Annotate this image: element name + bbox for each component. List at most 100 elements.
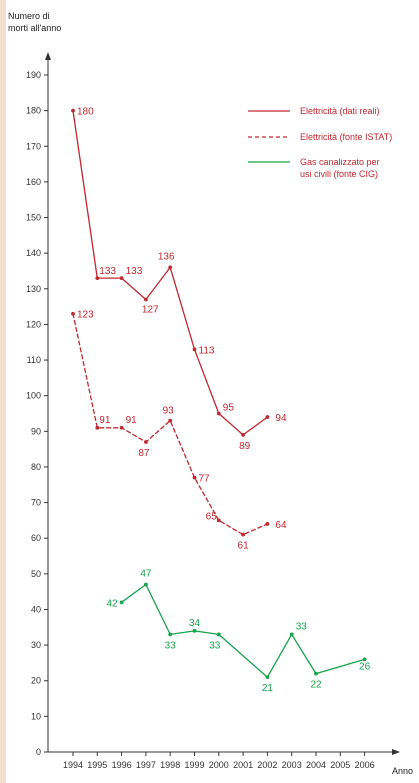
data-label-series-2: 91 bbox=[126, 415, 138, 426]
y-tick-label: 150 bbox=[26, 213, 41, 223]
y-axis-arrow-icon bbox=[45, 52, 51, 60]
data-label-series-2: 93 bbox=[163, 406, 175, 417]
data-point-series-3 bbox=[362, 657, 367, 662]
x-tick-label: 2004 bbox=[306, 760, 326, 770]
data-label-series-1: 180 bbox=[77, 107, 94, 118]
data-point-series-1 bbox=[168, 265, 173, 270]
y-axis-title-line: Numero di bbox=[8, 11, 50, 21]
y-tick-label: 140 bbox=[26, 248, 41, 258]
x-tick-label: 1997 bbox=[136, 760, 156, 770]
data-label-series-2: 64 bbox=[275, 520, 287, 531]
data-label-series-3: 21 bbox=[262, 683, 274, 694]
data-point-series-3 bbox=[119, 600, 124, 605]
data-point-series-1 bbox=[119, 276, 124, 280]
data-label-series-3: 42 bbox=[106, 598, 118, 609]
x-tick-label: 1999 bbox=[184, 760, 204, 770]
data-point-series-1 bbox=[95, 276, 100, 280]
data-point-series-1 bbox=[192, 347, 197, 352]
x-axis-title: Anno bbox=[392, 766, 413, 776]
data-point-series-2 bbox=[168, 418, 173, 423]
data-label-series-3: 22 bbox=[310, 680, 322, 691]
y-tick-label: 50 bbox=[31, 569, 41, 579]
data-label-series-1: 89 bbox=[239, 441, 251, 452]
data-point-series-1 bbox=[144, 297, 148, 302]
data-point-series-1 bbox=[241, 432, 246, 437]
y-tick-label: 10 bbox=[31, 711, 41, 721]
data-point-series-3 bbox=[168, 632, 173, 637]
y-tick-label: 40 bbox=[31, 604, 41, 614]
x-tick-label: 2006 bbox=[355, 760, 375, 770]
data-label-series-3: 34 bbox=[189, 618, 201, 629]
data-label-series-3: 47 bbox=[140, 569, 152, 580]
legend-label-2: Elettricità (fonte ISTAT) bbox=[300, 132, 392, 142]
data-point-series-2 bbox=[95, 425, 100, 430]
x-tick-label: 2001 bbox=[233, 760, 253, 770]
y-tick-label: 180 bbox=[26, 106, 41, 116]
data-point-series-2 bbox=[119, 425, 124, 430]
data-label-series-3: 26 bbox=[359, 661, 371, 672]
data-point-series-2 bbox=[241, 532, 246, 537]
data-label-series-2: 123 bbox=[77, 310, 94, 321]
data-label-series-1: 136 bbox=[158, 251, 175, 262]
data-label-series-2: 87 bbox=[138, 448, 150, 459]
data-point-series-3 bbox=[289, 632, 294, 637]
legend-label-3: usi civili (fonte CIG) bbox=[300, 169, 378, 179]
x-tick-label: 2002 bbox=[257, 760, 277, 770]
data-point-series-3 bbox=[216, 632, 221, 637]
data-label-series-2: 77 bbox=[199, 474, 211, 485]
y-tick-label: 80 bbox=[31, 462, 41, 472]
series-line-2 bbox=[72, 313, 269, 536]
data-point-series-3 bbox=[265, 675, 270, 680]
data-point-series-1 bbox=[71, 108, 75, 113]
x-tick-label: 1998 bbox=[160, 760, 180, 770]
y-tick-label: 110 bbox=[27, 355, 41, 365]
data-label-series-1: 133 bbox=[126, 266, 143, 277]
y-tick-label: 160 bbox=[26, 177, 41, 187]
x-tick-label: 1996 bbox=[112, 760, 132, 770]
x-tick-label: 1994 bbox=[63, 760, 83, 770]
y-tick-label: 60 bbox=[31, 533, 41, 543]
data-label-series-2: 91 bbox=[99, 415, 111, 426]
y-axis-title-line: morti all'anno bbox=[8, 23, 61, 33]
x-tick-label: 2003 bbox=[282, 760, 302, 770]
data-label-series-3: 33 bbox=[209, 640, 221, 651]
y-tick-label: 120 bbox=[26, 319, 41, 329]
data-label-series-2: 61 bbox=[238, 541, 250, 552]
data-point-series-3 bbox=[144, 582, 148, 587]
x-tick-label: 1995 bbox=[87, 760, 107, 770]
series-line-3 bbox=[120, 583, 366, 678]
data-point-series-3 bbox=[192, 628, 197, 633]
y-tick-label: 90 bbox=[31, 426, 41, 436]
data-label-series-1: 133 bbox=[99, 266, 116, 277]
data-point-series-1 bbox=[216, 411, 221, 416]
legend-label-1: Elettricità (dati reali) bbox=[300, 106, 380, 116]
y-tick-label: 20 bbox=[31, 676, 41, 686]
data-label-series-2: 65 bbox=[206, 511, 218, 522]
x-tick-label: 2005 bbox=[330, 760, 350, 770]
data-point-series-1 bbox=[265, 415, 270, 419]
data-label-series-1: 113 bbox=[199, 345, 215, 356]
data-label-series-1: 127 bbox=[142, 304, 159, 315]
data-point-series-2 bbox=[144, 440, 148, 444]
data-point-series-3 bbox=[314, 671, 318, 676]
y-tick-label: 170 bbox=[26, 141, 41, 151]
y-tick-label: 190 bbox=[26, 70, 41, 80]
data-label-series-1: 95 bbox=[223, 403, 235, 414]
y-tick-label: 70 bbox=[31, 498, 41, 508]
data-point-series-2 bbox=[265, 522, 270, 526]
data-label-series-3: 33 bbox=[165, 640, 177, 651]
data-point-series-2 bbox=[216, 518, 221, 523]
y-tick-label: 100 bbox=[26, 391, 41, 401]
data-point-series-2 bbox=[192, 475, 197, 480]
legend-label-3: Gas canalizzato per bbox=[300, 157, 380, 167]
y-tick-label: 130 bbox=[26, 284, 41, 294]
y-tick-label: 0 bbox=[36, 747, 41, 757]
side-bar-decoration bbox=[0, 0, 6, 783]
data-point-series-2 bbox=[71, 311, 75, 316]
x-axis-arrow-icon bbox=[392, 749, 400, 755]
data-label-series-3: 33 bbox=[296, 621, 308, 632]
x-tick-label: 2000 bbox=[209, 760, 229, 770]
data-label-series-1: 94 bbox=[275, 413, 287, 424]
